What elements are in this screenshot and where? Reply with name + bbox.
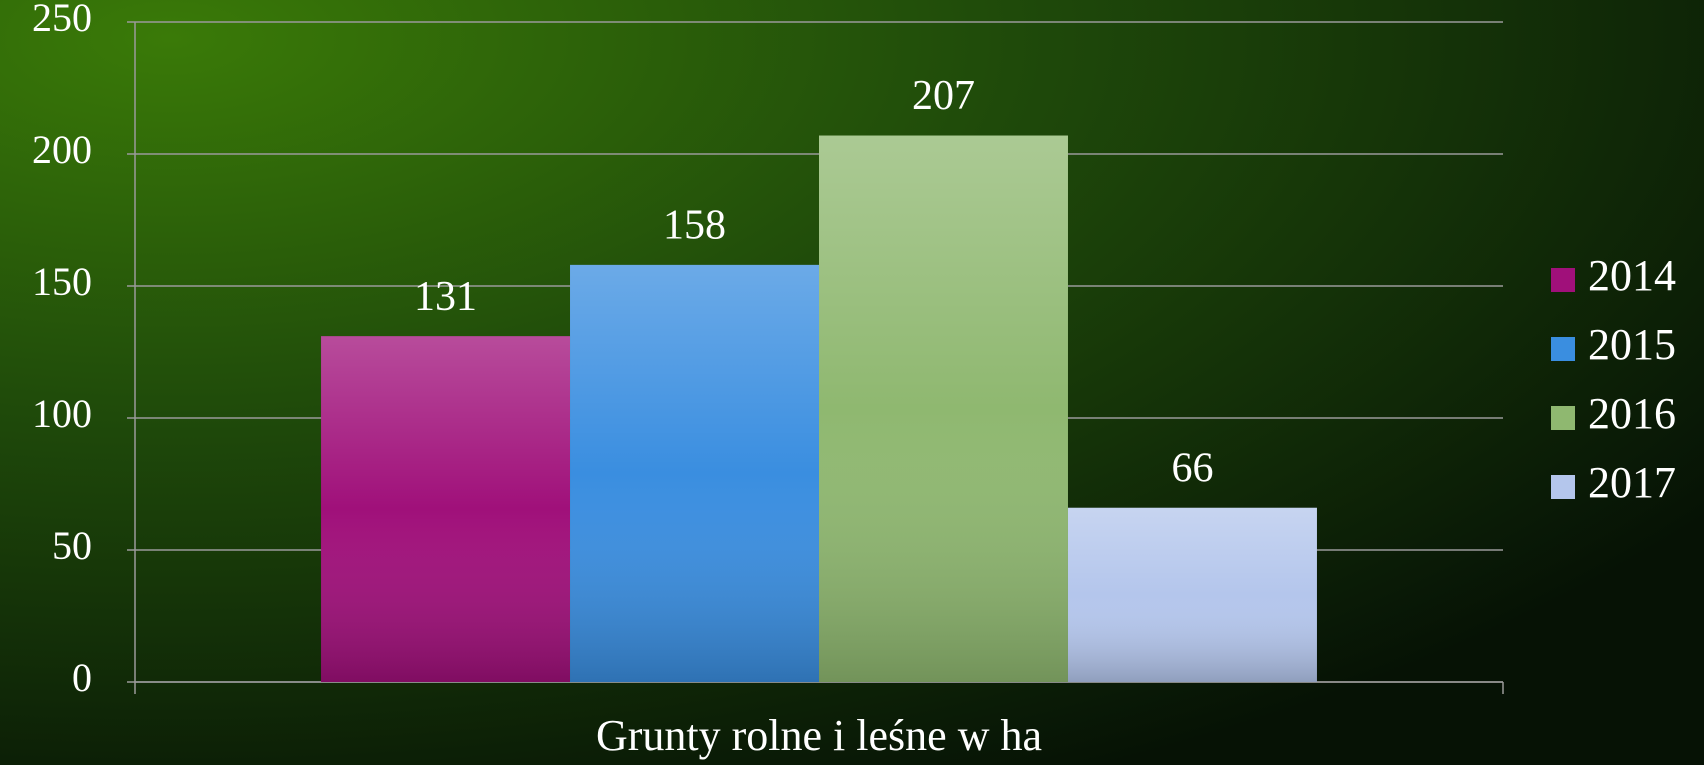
y-tick-label: 0	[72, 655, 92, 700]
legend-swatch	[1551, 337, 1575, 361]
value-label: 131	[414, 274, 477, 320]
y-tick-label: 100	[32, 391, 92, 436]
bar-sheen	[819, 135, 1068, 682]
y-tick-label: 250	[32, 0, 92, 40]
y-tick-label: 200	[32, 127, 92, 172]
value-label: 66	[1171, 445, 1213, 491]
value-label: 207	[912, 73, 975, 119]
legend-label: 2015	[1588, 320, 1676, 369]
legend-label: 2017	[1588, 458, 1676, 507]
bar-sheen	[321, 336, 571, 682]
bar-sheen	[570, 264, 819, 682]
legend-swatch	[1551, 406, 1575, 430]
legend-swatch	[1551, 475, 1575, 499]
value-label: 158	[663, 203, 726, 249]
legend-swatch	[1551, 268, 1575, 292]
x-tick-label: Grunty rolne i leśne w ha	[596, 711, 1042, 760]
bar-sheen	[1067, 507, 1317, 682]
y-tick-label: 50	[52, 523, 92, 568]
y-tick-label: 150	[32, 259, 92, 304]
legend-label: 2014	[1588, 251, 1676, 300]
legend-label: 2016	[1588, 389, 1676, 438]
